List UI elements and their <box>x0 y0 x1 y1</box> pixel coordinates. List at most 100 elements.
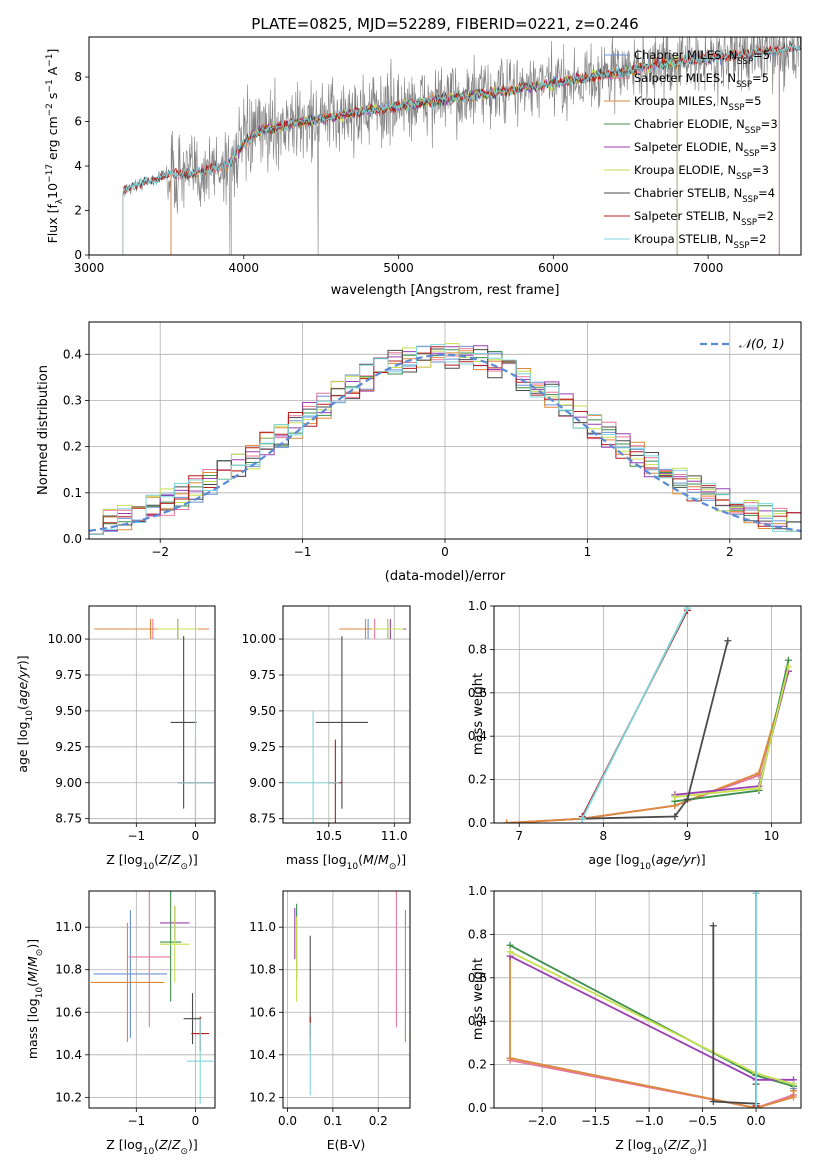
weight-marker <box>506 941 514 949</box>
axes-frame <box>88 321 802 540</box>
weight-marker <box>506 948 514 956</box>
weight-line <box>506 670 790 823</box>
weight-marker <box>671 812 679 820</box>
x-tick-label: 6000 <box>538 261 569 275</box>
y-tick-label: 9.75 <box>55 668 82 682</box>
x-tick-label: −1 <box>127 829 145 843</box>
y-tick-label: 0.4 <box>468 729 487 743</box>
legend-label-kroupa-miles: Kroupa MILES, NSSP=5 <box>634 94 761 113</box>
legend-label-normal: 𝒩(0, 1) <box>739 336 785 351</box>
y-tick-label: 9.25 <box>249 740 276 754</box>
x-tick-label: −2.0 <box>528 1114 557 1128</box>
x-axis-label: Z [log10(Z/Z⊙)] <box>106 852 198 872</box>
y-tick-label: 0.6 <box>468 971 487 985</box>
y-tick-label: 0.8 <box>468 927 487 941</box>
axes-frame <box>88 36 802 256</box>
x-tick-label: 0.0 <box>278 1114 297 1128</box>
y-tick-label: 10.6 <box>55 1005 82 1019</box>
y-axis-label: mass weight <box>471 958 486 1040</box>
y-tick-label: 0.4 <box>63 347 82 361</box>
x-tick-label: 9 <box>684 829 692 843</box>
y-axis-label: Flux [fλ10−17 erg cm−2 s−1 A−1] <box>45 49 65 244</box>
weight-marker <box>709 922 717 930</box>
panel-weight_vs_Z: −2.0 −1.5 −1.0 −0.5 0.0 0.0 0.2 0.4 0.6 0.8 1.0 Z [… <box>468 884 802 1157</box>
weight-series-chabrier-miles <box>503 667 792 823</box>
y-axis-label: age [log10(age/yr)] <box>15 655 35 772</box>
y-tick-label: 10.00 <box>242 632 276 646</box>
y-tick-label: 9.50 <box>55 704 82 718</box>
errorbar-chabrier-elodie <box>159 891 182 1002</box>
x-axis-label: Z [log10(Z/Z⊙)] <box>615 1137 707 1157</box>
weight-line <box>506 670 790 823</box>
y-tick-label: 1.0 <box>468 884 487 898</box>
y-tick-label: 10.4 <box>55 1048 82 1062</box>
y-tick-label: 10.2 <box>249 1090 276 1104</box>
weight-series-chabrier-stelib <box>709 922 760 1108</box>
errorbar-kroupa-stelib <box>187 1018 214 1104</box>
panel-mass_vs_ebv: 0.0 0.1 0.2 10.2 10.4 10.6 10.8 11.0 E(B-V) <box>249 890 411 1152</box>
weight-marker <box>724 637 732 645</box>
errorbar-kroupa-elodie <box>157 618 199 640</box>
plot-area <box>503 606 792 823</box>
weight-series-salpeter-elodie <box>671 667 792 799</box>
plot-area <box>122 37 801 255</box>
y-tick-label: 2 <box>74 204 82 218</box>
legend-label-chabrier-stelib: Chabrier STELIB, NSSP=4 <box>634 186 775 205</box>
panel-spectrum: 3000 4000 5000 6000 7000 0 2 4 6 8 Chabrier MILES,… <box>45 36 802 298</box>
errorbar-salpeter-miles <box>128 891 171 1028</box>
y-tick-label: 10.8 <box>55 963 82 977</box>
panel-mass_vs_Z: −1 0 10.2 10.4 10.6 10.8 11.0 Z [log10(Z/Z⊙)] ma… <box>25 890 216 1157</box>
model-spectrum-kroupa-stelib <box>122 43 801 255</box>
y-tick-label: 11.0 <box>249 920 276 934</box>
weight-line <box>509 1057 795 1108</box>
y-tick-label: 10.2 <box>55 1090 82 1104</box>
errorbar-chabrier-stelib <box>315 636 369 809</box>
y-tick-label: 0.6 <box>468 686 487 700</box>
x-tick-label: −1 <box>294 545 312 559</box>
weight-marker <box>503 819 511 823</box>
x-tick-label: −0.5 <box>688 1114 717 1128</box>
y-tick-label: 10.8 <box>249 963 276 977</box>
errorbar-chabrier-miles <box>93 910 168 1038</box>
y-tick-label: 0.2 <box>468 1058 487 1072</box>
y-tick-label: 9.25 <box>55 740 82 754</box>
weight-line <box>712 925 757 1108</box>
weight-line <box>506 670 790 823</box>
weight-line <box>509 944 794 1088</box>
y-tick-label: 1.0 <box>468 599 487 613</box>
weight-series-kroupa-elodie <box>671 663 792 801</box>
normal-reference-curve <box>89 353 801 532</box>
plot-area <box>294 891 407 1096</box>
weight-marker <box>755 784 763 792</box>
y-axis-label: Normed distribution <box>36 365 51 495</box>
y-tick-label: 8.75 <box>249 812 276 826</box>
axes-frame <box>88 890 216 1109</box>
panel-weight_vs_age: 7 8 9 10 0.0 0.2 0.4 0.6 0.8 1.0 age [log10(age/yr… <box>468 599 802 872</box>
panel-age_vs_Z: −1 0 8.75 9.00 9.25 9.50 9.75 10.00 Z [log10(Z/Z… <box>15 605 216 872</box>
x-axis-label: age [log10(age/yr)] <box>588 852 705 872</box>
weight-series-kroupa-stelib <box>578 606 691 823</box>
x-tick-label: 0 <box>192 1114 200 1128</box>
x-tick-label: 8 <box>600 829 608 843</box>
x-axis-label: wavelength [Angstrom, rest frame] <box>331 283 560 298</box>
weight-marker <box>671 793 679 801</box>
legend-label-salpeter-miles: Salpeter MILES, NSSP=5 <box>634 71 769 90</box>
y-tick-label: 0.0 <box>63 532 82 546</box>
x-tick-label: −1 <box>127 1114 145 1128</box>
y-tick-label: 8.75 <box>55 812 82 826</box>
y-tick-label: 0.1 <box>63 486 82 500</box>
weight-line <box>581 607 689 820</box>
x-tick-label: −2 <box>151 545 169 559</box>
x-tick-label: 1 <box>584 545 592 559</box>
histogram-kroupa-stelib <box>89 344 801 535</box>
weight-marker <box>752 1104 760 1108</box>
errorbar-kroupa-elodie <box>159 905 190 983</box>
axes-frame <box>282 605 411 824</box>
y-axis-label: mass [log10(M/M⊙)] <box>25 939 45 1059</box>
x-tick-label: 4000 <box>229 261 260 275</box>
weight-marker <box>790 1093 798 1101</box>
weight-line <box>582 640 729 820</box>
x-tick-label: 0.1 <box>323 1114 342 1128</box>
x-tick-label: 10.5 <box>315 829 342 843</box>
